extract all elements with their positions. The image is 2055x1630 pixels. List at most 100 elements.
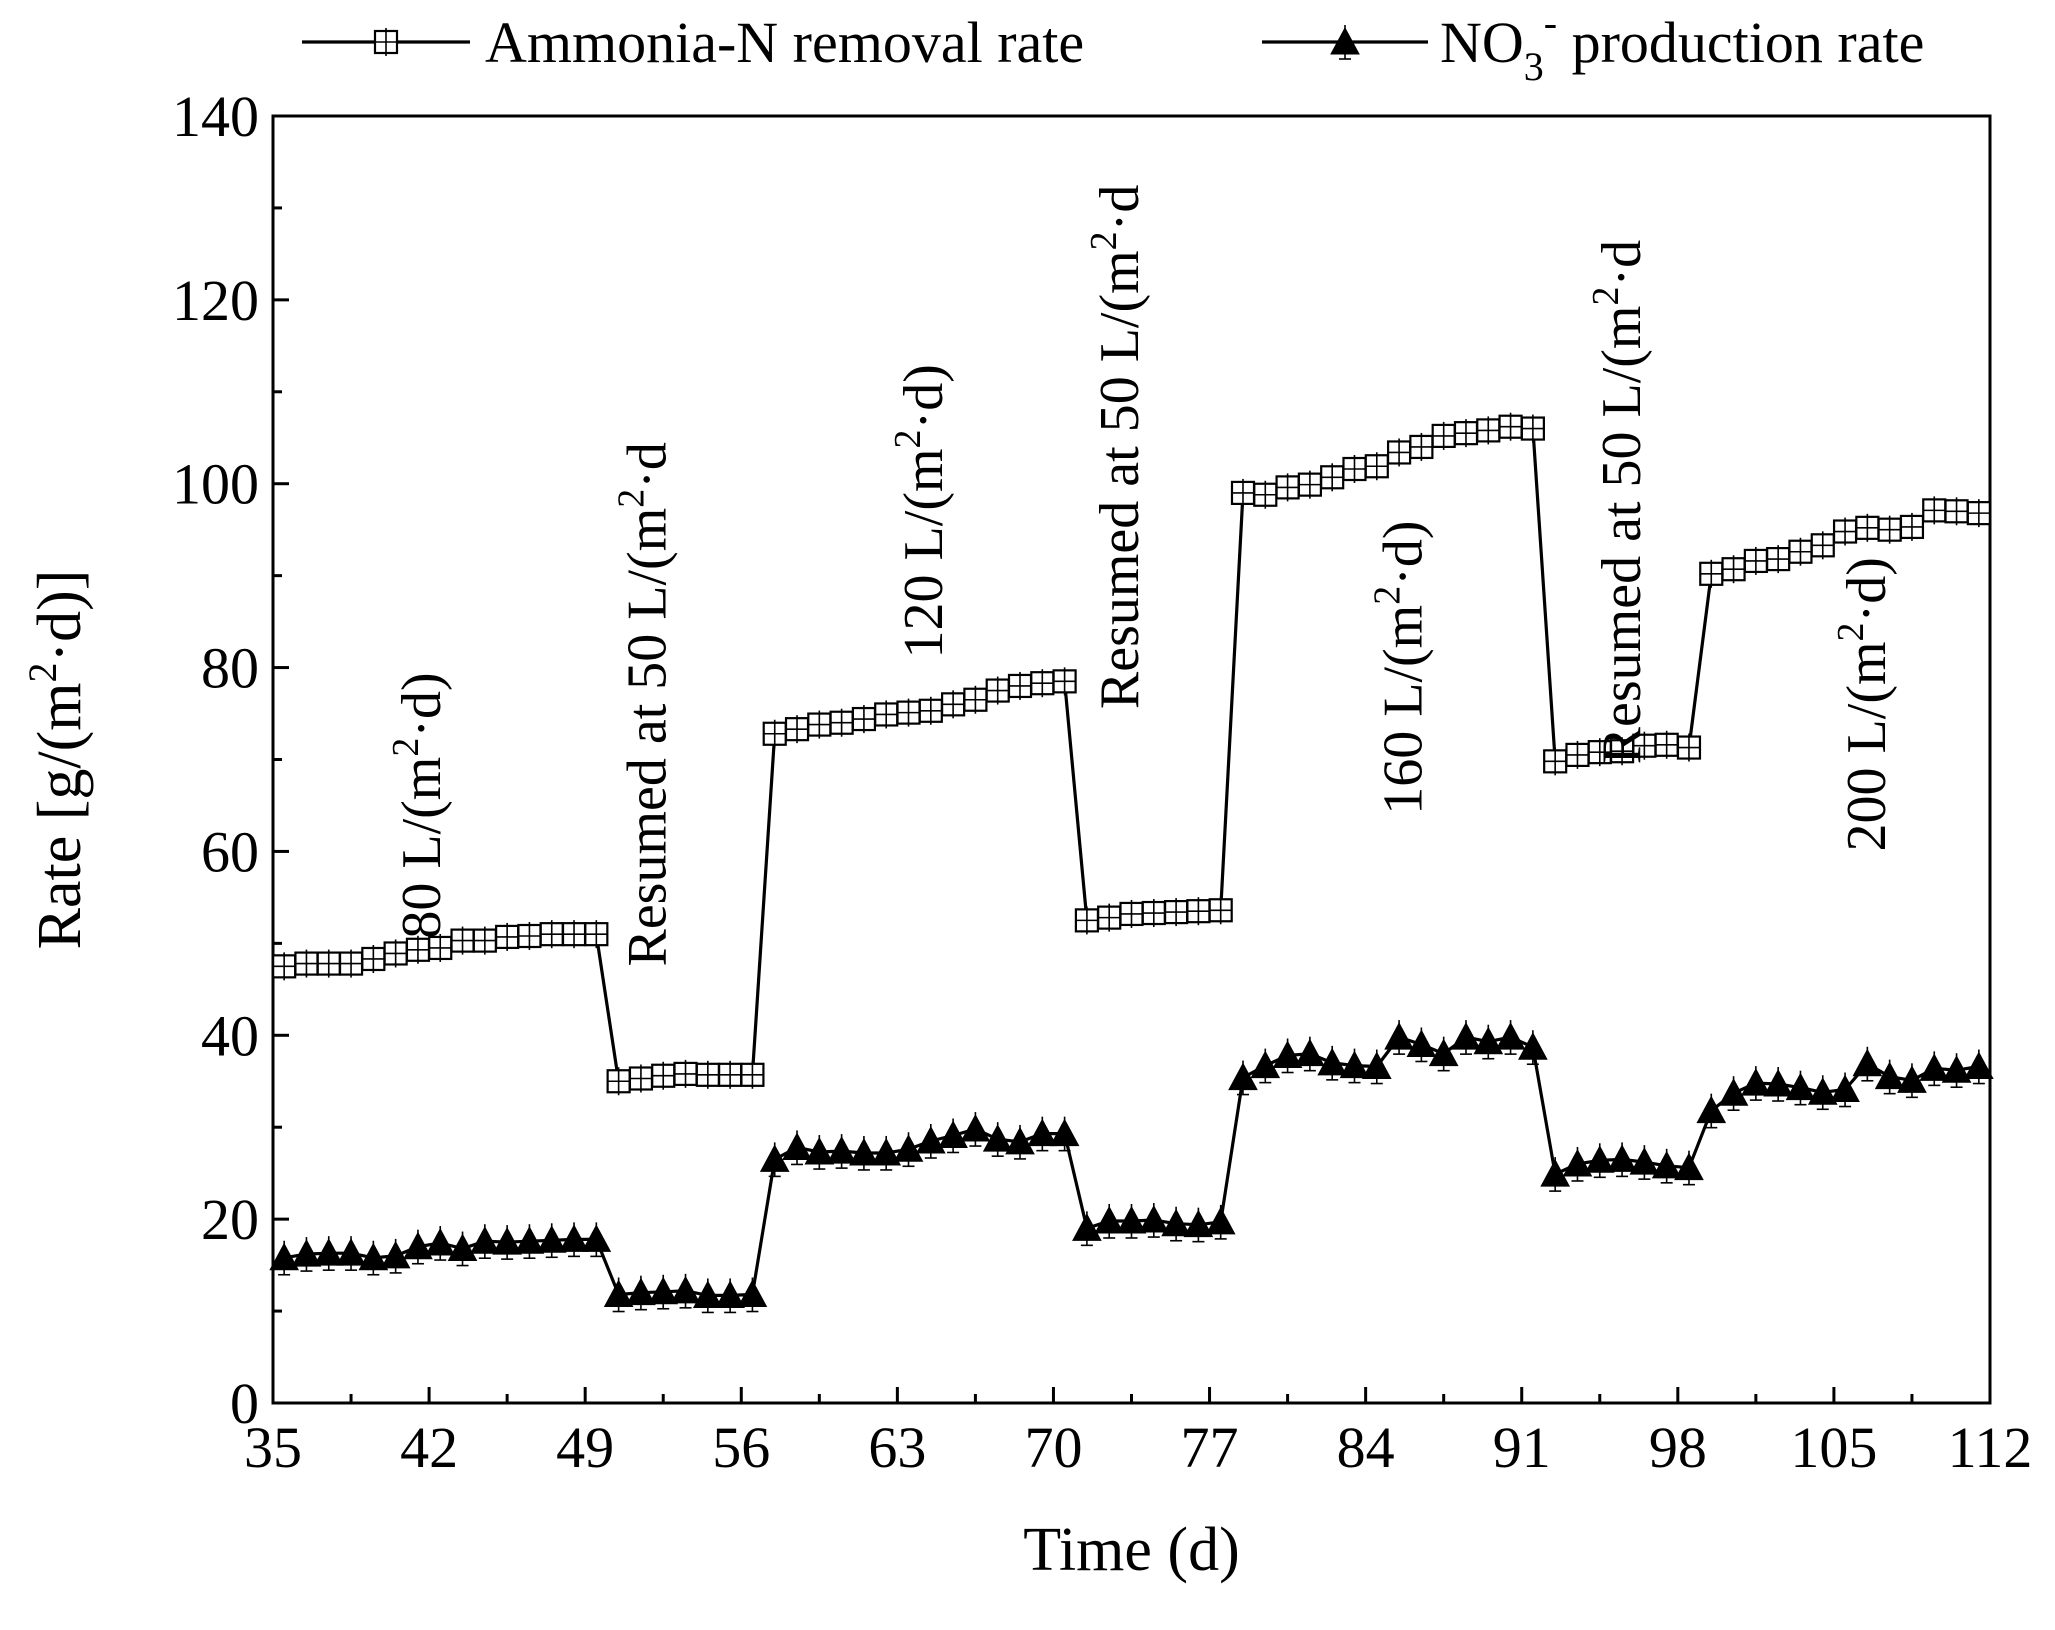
data-point-nitrate (737, 1279, 768, 1308)
data-point-nitrate (893, 1134, 924, 1162)
series-layer (269, 412, 1994, 1314)
flow-rate-annotation: 80 L/(m2·d) (385, 672, 453, 938)
series-ammonia (272, 412, 1991, 1096)
data-point-nitrate (626, 1277, 656, 1306)
data-point-nitrate (871, 1137, 902, 1166)
x-tick-label: 91 (1493, 1415, 1551, 1480)
data-point-nitrate (1205, 1206, 1236, 1235)
legend: Ammonia-N removal rate NO3- production ra… (302, 0, 1924, 89)
x-tick-label: 70 (1024, 1415, 1082, 1480)
data-point-nitrate (447, 1233, 478, 1262)
data-point-nitrate (692, 1280, 723, 1308)
y-tick-label: 140 (172, 84, 259, 149)
data-point-nitrate (1473, 1026, 1504, 1055)
data-point-nitrate (1540, 1159, 1571, 1187)
labels-layer: Time (d)Rate [g/(m2·d)]80 L/(m2·d) Resume… (20, 0, 1924, 1584)
annotation-text: ·d (617, 442, 679, 489)
annotation-text: ·d (1089, 185, 1151, 232)
annotation-sup: 2 (1366, 586, 1408, 605)
data-point-nitrate (1384, 1022, 1414, 1050)
legend-text: NO (1440, 10, 1524, 75)
data-point-nitrate (1607, 1144, 1637, 1172)
data-point-nitrate (1651, 1150, 1682, 1179)
data-point-nitrate (358, 1242, 389, 1271)
annotation-text: ·d) (1836, 557, 1898, 622)
data-point-nitrate (715, 1280, 745, 1308)
series-line-nitrate (283, 1035, 1980, 1298)
y-tick-label: 40 (201, 1003, 259, 1068)
data-point-nitrate (1339, 1050, 1370, 1079)
data-point-nitrate (1138, 1205, 1169, 1233)
annotation-sup: 2 (385, 738, 427, 757)
flow-rate-annotation: Resumed at 50 L/(m2·d (611, 442, 679, 966)
annotation-text: Resumed at 50 L/(m (1591, 306, 1653, 765)
annotation-sup: 2 (1830, 622, 1872, 641)
axes-layer: 35 42 49 56 63 70 77 84 91 98 105 112 0 20 40 60 80 100 12… (172, 84, 2032, 1480)
data-point-nitrate (938, 1120, 968, 1148)
data-point-nitrate (1094, 1205, 1125, 1234)
annotation-sup: 2 (1083, 231, 1125, 250)
y-tick-label: 100 (172, 452, 259, 517)
x-tick-label: 42 (400, 1415, 458, 1480)
y-axis-title-sup: 2 (20, 663, 65, 683)
legend-sub: 3 (1524, 44, 1544, 89)
annotation-text: Resumed at 50 L/(m (1089, 250, 1151, 709)
data-point-nitrate (403, 1231, 433, 1260)
annotation-text: Resumed at 50 L/(m (617, 508, 679, 967)
data-point-nitrate (1161, 1208, 1191, 1237)
data-point-nitrate (291, 1239, 322, 1267)
data-point-nitrate (849, 1137, 879, 1166)
data-point-nitrate (1005, 1126, 1035, 1155)
data-point-nitrate (1785, 1072, 1816, 1101)
data-point-nitrate (1696, 1095, 1727, 1124)
annotation-sup: 2 (611, 489, 653, 508)
data-point-nitrate (1741, 1068, 1771, 1096)
data-point-nitrate (1027, 1118, 1058, 1147)
data-point-nitrate (581, 1224, 612, 1252)
legend-label-ammonia: Ammonia-N removal rate (485, 10, 1084, 75)
data-point-nitrate (1183, 1209, 1214, 1238)
flow-rate-annotation: Resumed at 50 L/(m2·d (1585, 240, 1653, 764)
data-point-nitrate (1228, 1062, 1258, 1091)
annotation-text: 80 L/(m (391, 757, 453, 939)
flow-rate-annotation: 200 L/(m2·d) (1830, 557, 1898, 851)
data-point-nitrate (536, 1225, 567, 1253)
data-point-nitrate (1518, 1032, 1548, 1060)
data-point-nitrate (1451, 1022, 1481, 1050)
data-point-nitrate (1807, 1077, 1838, 1105)
data-point-nitrate (782, 1132, 812, 1160)
legend-label-nitrate: NO3- production rate (1440, 0, 1924, 89)
y-axis-title: Rate [g/(m2·d)] (20, 570, 94, 950)
data-point-nitrate (1116, 1205, 1147, 1234)
data-point-nitrate (1852, 1048, 1883, 1077)
data-point-nitrate (269, 1242, 299, 1271)
annotation-sup: 2 (1585, 287, 1627, 306)
data-point-nitrate (1295, 1038, 1325, 1067)
data-point-nitrate (1584, 1145, 1615, 1173)
annotation-text: 200 L/(m (1836, 641, 1898, 851)
data-point-nitrate (759, 1144, 790, 1172)
data-point-nitrate (603, 1279, 634, 1308)
y-tick-label: 80 (201, 636, 259, 701)
data-point-nitrate (670, 1275, 701, 1304)
data-point-nitrate (470, 1226, 500, 1254)
data-point-nitrate (982, 1124, 1013, 1152)
legend-marker-nitrate (1330, 26, 1360, 55)
data-point-nitrate (1317, 1047, 1348, 1076)
x-tick-label: 56 (712, 1415, 770, 1480)
annotation-text: ·d) (893, 364, 955, 429)
data-point-nitrate (1941, 1055, 1972, 1083)
data-point-nitrate (1272, 1040, 1303, 1069)
y-tick-label: 20 (201, 1187, 259, 1252)
data-point-nitrate (380, 1240, 411, 1269)
data-point-nitrate (1897, 1065, 1927, 1093)
data-point-nitrate (1718, 1078, 1749, 1106)
x-tick-label: 112 (1948, 1415, 2033, 1480)
flow-rate-annotation: 160 L/(m2·d) (1366, 520, 1434, 814)
data-point-nitrate (915, 1125, 946, 1154)
legend-sup: - (1544, 0, 1557, 45)
data-point-nitrate (1428, 1038, 1459, 1067)
annotation-text: ·d) (1372, 520, 1434, 585)
annotation-text: 160 L/(m (1372, 605, 1434, 815)
